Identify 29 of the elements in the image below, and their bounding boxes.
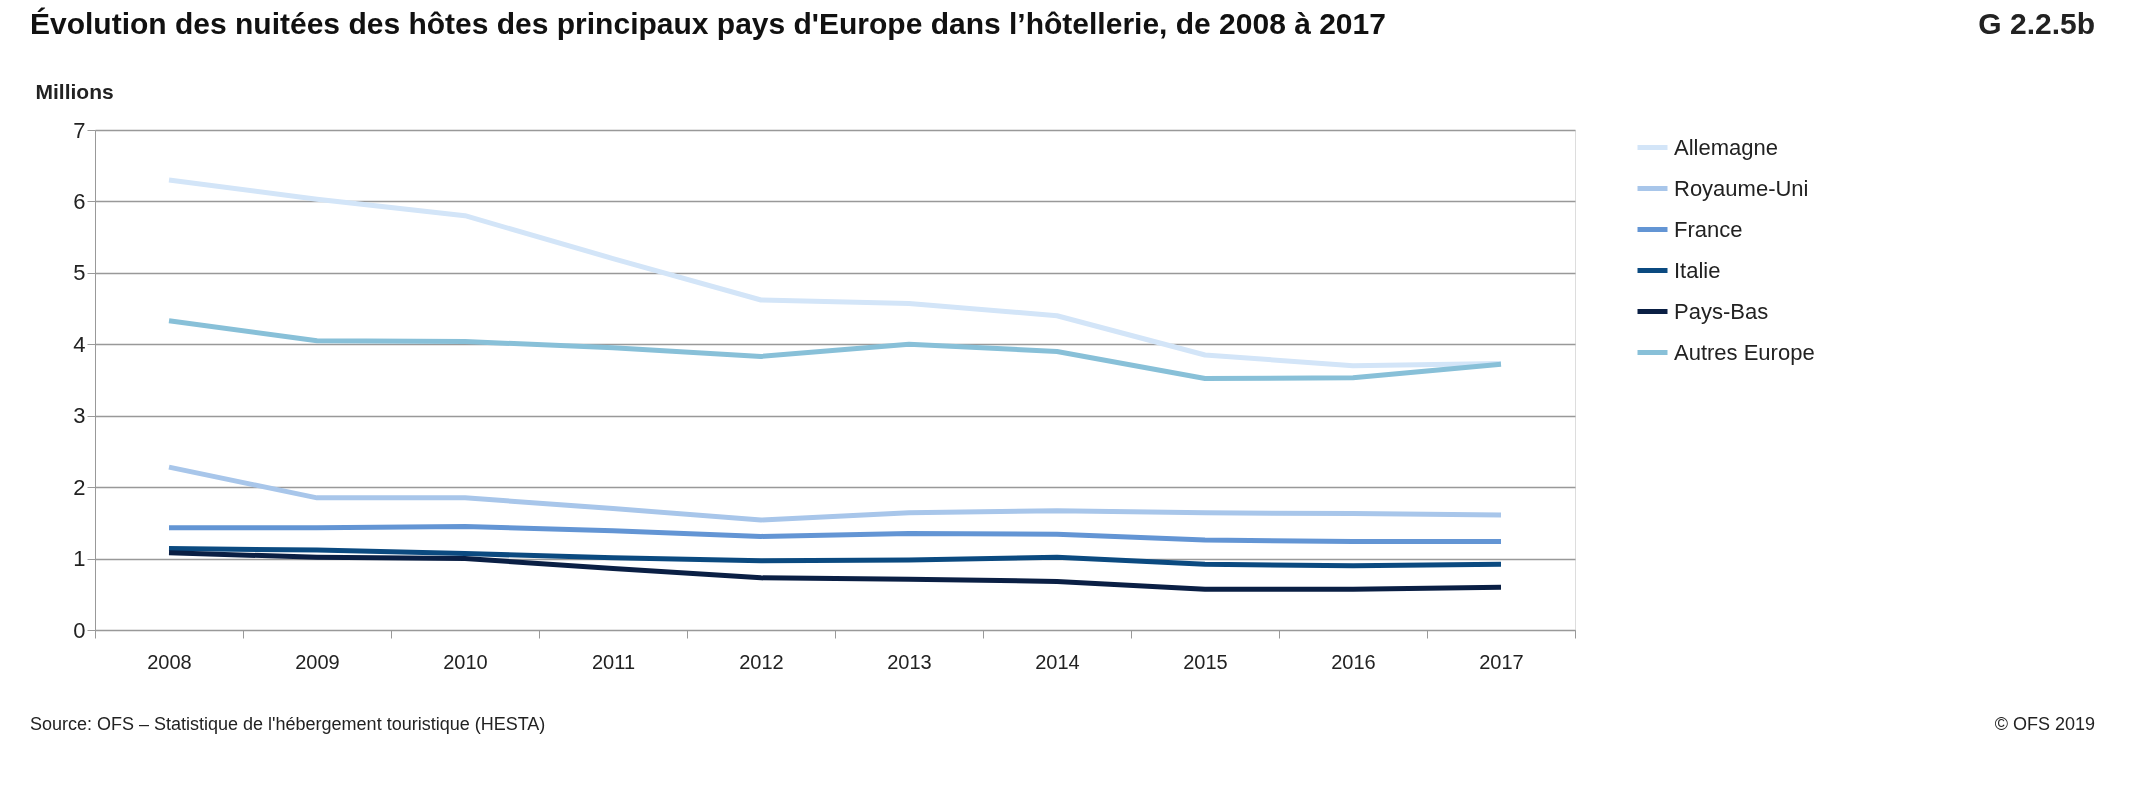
text: © OFS 2019 [1994, 714, 2095, 734]
x-tick-label: 2008 [147, 650, 192, 673]
x-tick-label: 2017 [1479, 650, 1524, 673]
x-tick-label: 2012 [739, 650, 784, 673]
x-tick-label: 2016 [1331, 650, 1376, 673]
source-note: Source: OFS – Statistique de l'hébergement touristique (HESTA) [30, 714, 546, 734]
y-tick-label: 2 [73, 474, 86, 500]
x-tick-label: 2013 [887, 650, 932, 673]
y-axis-title: Millions [35, 79, 114, 103]
y-tick-label: 4 [73, 331, 86, 357]
y-tick-label: 7 [73, 117, 86, 143]
x-tick-label: 2010 [443, 650, 488, 673]
x-tick-label: 2015 [1183, 650, 1228, 673]
legend-label: Pays-Bas [1674, 298, 1769, 324]
text: G 2.2.5b [1978, 7, 2095, 40]
x-tick-label: 2014 [1035, 650, 1080, 673]
legend-label: France [1674, 216, 1743, 242]
legend-label: Italie [1674, 257, 1721, 283]
y-tick-label: 1 [73, 546, 86, 572]
chart-title: Évolution des nuitées des hôtes des principaux pays d'Europe dans l’hôtellerie, de 2008 à 2017 [30, 7, 1386, 40]
y-tick-label: 0 [73, 617, 86, 643]
legend-label: Allemagne [1674, 134, 1778, 160]
y-tick-label: 3 [73, 403, 86, 429]
legend-label: Autres Europe [1674, 339, 1815, 365]
x-tick-label: 2009 [295, 650, 340, 673]
y-tick-label: 5 [73, 260, 86, 286]
y-tick-label: 6 [73, 188, 86, 214]
x-tick-label: 2011 [591, 650, 636, 673]
legend-label: Royaume-Uni [1674, 175, 1809, 201]
